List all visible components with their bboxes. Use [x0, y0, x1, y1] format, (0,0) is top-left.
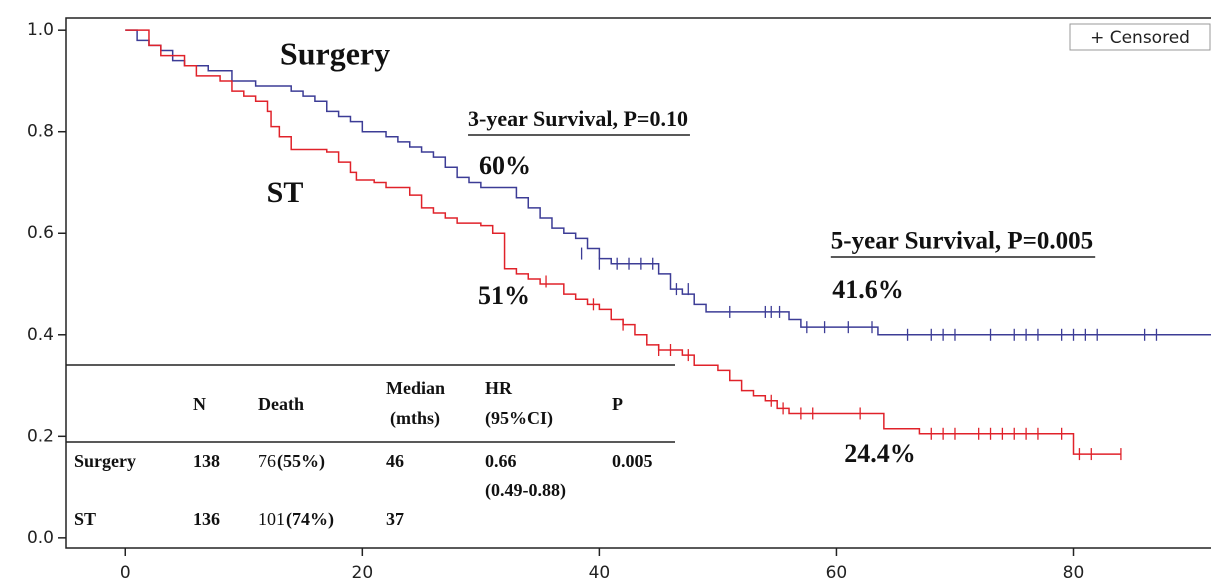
table-cell: (0.49-0.88) [485, 480, 566, 501]
annotation: ST [267, 176, 304, 209]
y-tick-label: 0.2 [27, 426, 54, 446]
x-tick-label: 40 [589, 563, 611, 581]
table-header: P [612, 394, 623, 414]
annotation: 3-year Survival, P=0.10 [468, 106, 688, 131]
annotation: 60% [479, 151, 531, 180]
x-tick-label: 80 [1063, 563, 1085, 581]
y-tick-label: 0.6 [27, 223, 54, 243]
table-cell: 0.66 [485, 451, 517, 471]
table-header: Death [258, 394, 304, 414]
table-cell: 0.005 [612, 451, 653, 471]
table-cell: 138 [193, 451, 220, 471]
table-header: Median [386, 378, 445, 398]
table-cell: ST [74, 509, 96, 529]
annotation: 24.4% [844, 439, 916, 468]
y-tick-label: 0.4 [27, 325, 54, 345]
table-header: (mths) [390, 408, 440, 429]
annotation: Surgery [280, 35, 390, 71]
table-cell: 101 [258, 509, 285, 529]
table-cell: 37 [386, 509, 404, 529]
y-tick-label: 0.0 [27, 528, 54, 548]
table-cell: 136 [193, 509, 220, 529]
legend-text: + Censored [1090, 28, 1190, 48]
annotation: 41.6% [832, 275, 904, 304]
y-tick-label: 0.8 [27, 122, 54, 142]
annotation: 5-year Survival, P=0.005 [831, 228, 1093, 255]
table-cell: 46 [386, 451, 404, 471]
legend-box [1069, 23, 1211, 51]
survival-curve [125, 29, 1211, 336]
survival-curve [125, 29, 1121, 455]
table-header: HR [485, 378, 513, 398]
x-tick-label: 0 [120, 563, 131, 581]
table-cell: 76 [258, 451, 276, 471]
x-tick-label: 20 [352, 563, 374, 581]
y-tick-label: 1.0 [27, 20, 54, 40]
table-cell: (74%) [286, 509, 334, 530]
table-header: (95%CI) [485, 408, 553, 429]
annotation: 51% [478, 281, 530, 310]
table-cell: Surgery [74, 451, 136, 471]
table-header: N [193, 394, 206, 414]
table-cell: (55%) [277, 451, 325, 472]
plot-frame [65, 17, 1211, 549]
x-tick-label: 60 [826, 563, 848, 581]
